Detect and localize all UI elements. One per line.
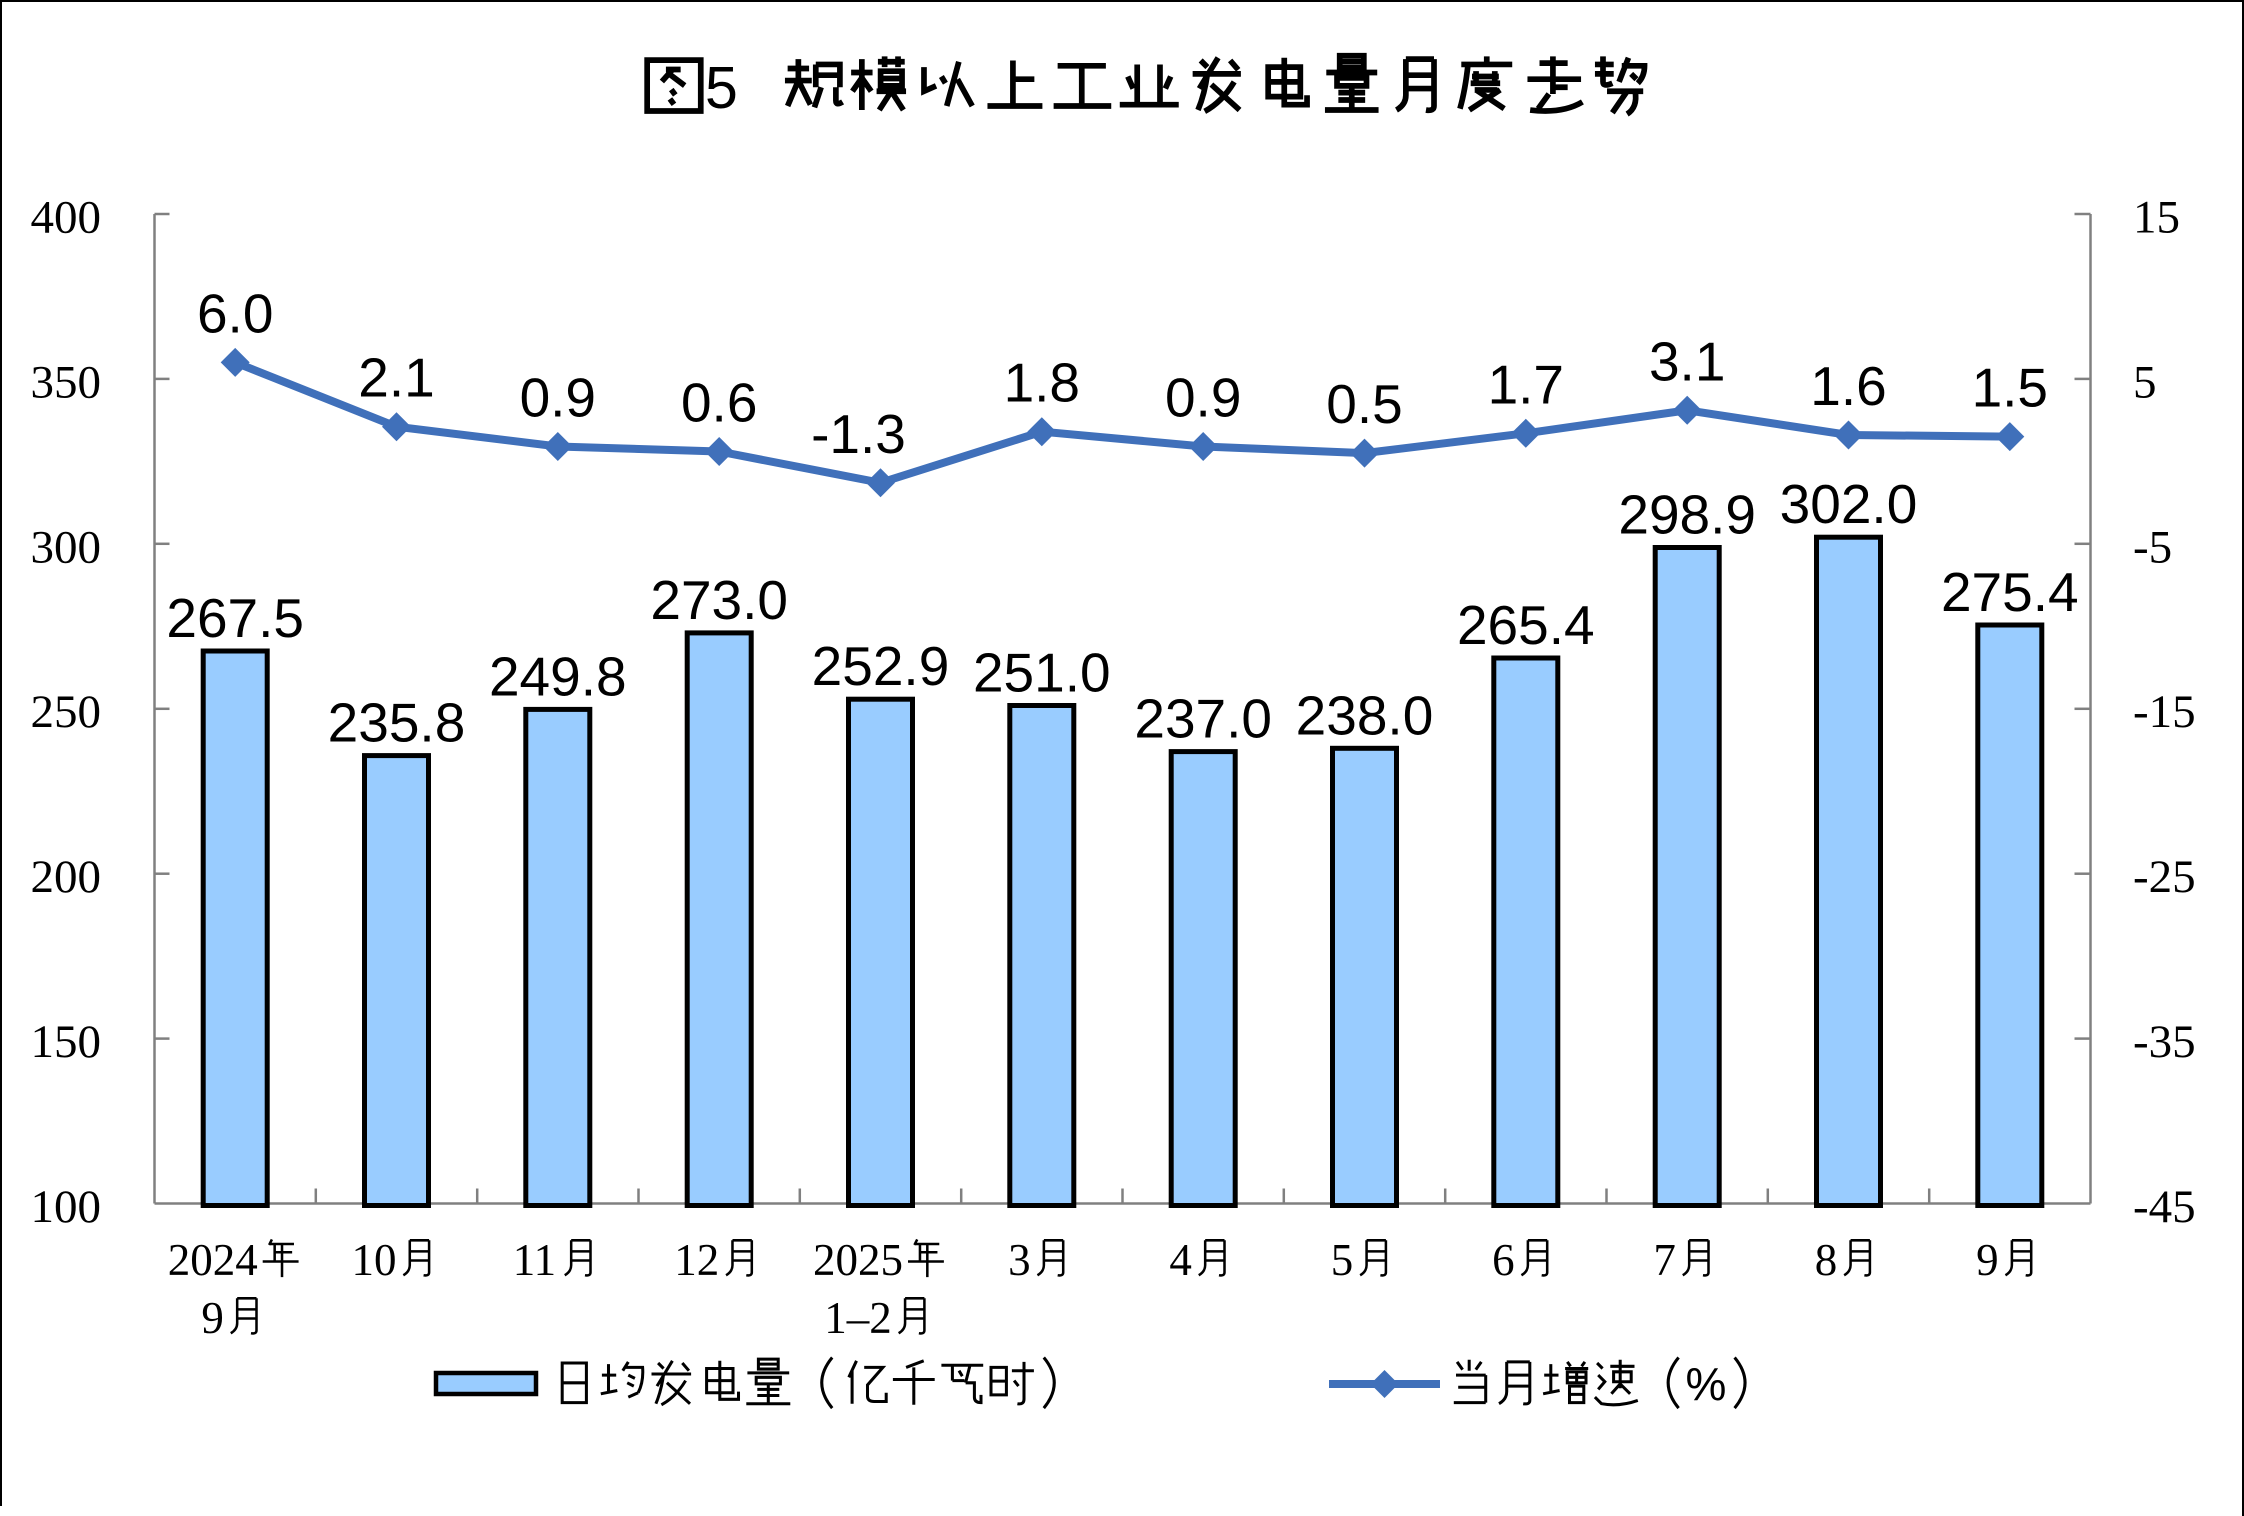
svg-text:-35: -35 xyxy=(2133,1016,2196,1068)
svg-text:298.9: 298.9 xyxy=(1618,484,1756,546)
svg-text:235.8: 235.8 xyxy=(328,692,466,754)
svg-text:251.0: 251.0 xyxy=(973,642,1111,704)
svg-text:302.0: 302.0 xyxy=(1780,473,1918,535)
svg-text:4: 4 xyxy=(1169,1235,1192,1285)
svg-text:-5: -5 xyxy=(2133,521,2172,573)
svg-text:5: 5 xyxy=(2133,356,2157,408)
svg-text:0.9: 0.9 xyxy=(1165,367,1241,429)
svg-text:1.5: 1.5 xyxy=(1972,357,2048,419)
svg-text:100: 100 xyxy=(31,1181,102,1233)
svg-text:11: 11 xyxy=(513,1235,556,1285)
svg-text:249.8: 249.8 xyxy=(489,645,627,707)
svg-text:6: 6 xyxy=(1492,1235,1515,1285)
svg-text:8: 8 xyxy=(1815,1235,1838,1285)
svg-text:1.7: 1.7 xyxy=(1488,353,1564,415)
svg-text:15: 15 xyxy=(2133,192,2180,244)
svg-text:350: 350 xyxy=(31,356,102,408)
svg-text:10: 10 xyxy=(352,1235,397,1285)
svg-text:7: 7 xyxy=(1653,1235,1676,1285)
svg-text:0.5: 0.5 xyxy=(1326,373,1402,435)
svg-text:250: 250 xyxy=(31,686,102,738)
svg-text:273.0: 273.0 xyxy=(650,569,788,631)
svg-text:2.1: 2.1 xyxy=(358,347,434,409)
svg-text:0.6: 0.6 xyxy=(681,372,757,434)
svg-text:2025: 2025 xyxy=(813,1235,903,1285)
svg-text:3: 3 xyxy=(1008,1235,1031,1285)
svg-text:150: 150 xyxy=(31,1016,102,1068)
svg-text:400: 400 xyxy=(31,192,102,244)
svg-text:275.4: 275.4 xyxy=(1941,561,2079,623)
svg-text:%: % xyxy=(1686,1358,1727,1410)
svg-text:5: 5 xyxy=(705,55,738,121)
svg-text:1.8: 1.8 xyxy=(1004,352,1080,414)
svg-text:12: 12 xyxy=(674,1235,719,1285)
svg-text:265.4: 265.4 xyxy=(1457,594,1595,656)
svg-text:-1.3: -1.3 xyxy=(811,403,906,465)
svg-text:252.9: 252.9 xyxy=(812,635,950,697)
svg-text:237.0: 237.0 xyxy=(1134,688,1272,750)
svg-text:-45: -45 xyxy=(2133,1181,2196,1233)
svg-text:0.9: 0.9 xyxy=(520,367,596,429)
svg-text:9: 9 xyxy=(1976,1235,1999,1285)
svg-text:3.1: 3.1 xyxy=(1649,330,1725,392)
svg-text:9: 9 xyxy=(201,1293,224,1343)
svg-text:200: 200 xyxy=(31,851,102,903)
svg-text:267.5: 267.5 xyxy=(166,587,304,649)
svg-text:-15: -15 xyxy=(2133,686,2196,738)
svg-text:-25: -25 xyxy=(2133,851,2196,903)
svg-text:6.0: 6.0 xyxy=(197,282,273,344)
svg-text:300: 300 xyxy=(31,521,102,573)
svg-text:1–2: 1–2 xyxy=(824,1293,892,1343)
svg-text:238.0: 238.0 xyxy=(1296,684,1434,746)
svg-text:2024: 2024 xyxy=(168,1235,258,1285)
svg-text:1.6: 1.6 xyxy=(1810,355,1886,417)
svg-text:5: 5 xyxy=(1331,1235,1354,1285)
